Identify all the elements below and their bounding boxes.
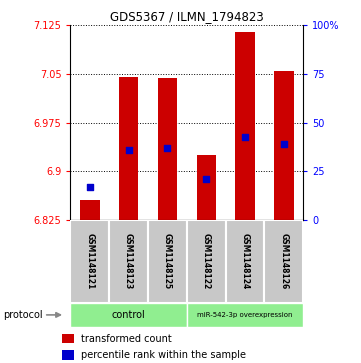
Point (281, 141, 287, 147)
Text: GSM1148123: GSM1148123 (124, 233, 133, 289)
Point (242, 135, 248, 140)
Text: GSM1148124: GSM1148124 (240, 233, 249, 289)
Bar (187, 303, 303, 327)
Title: GDS5367 / ILMN_1794823: GDS5367 / ILMN_1794823 (110, 10, 264, 23)
Bar (196, 155, 216, 220)
Bar (226, 220, 264, 303)
Bar (70, 303, 187, 327)
Text: control: control (112, 310, 145, 320)
Bar (158, 78, 177, 220)
Point (203, 176, 209, 182)
Text: GSM1148125: GSM1148125 (163, 233, 172, 289)
Point (165, 146, 170, 151)
Bar (70, 220, 109, 303)
Bar (119, 77, 138, 220)
Bar (62, 350, 74, 359)
Point (87, 184, 93, 189)
Text: transformed count: transformed count (82, 334, 172, 343)
Bar (109, 220, 148, 303)
Bar (235, 32, 255, 220)
Bar (62, 334, 74, 343)
Text: GSM1148126: GSM1148126 (279, 233, 288, 289)
Text: percentile rank within the sample: percentile rank within the sample (82, 350, 247, 360)
Bar (264, 220, 303, 303)
Bar (148, 220, 187, 303)
Point (126, 147, 131, 152)
Bar (187, 220, 226, 303)
Text: GSM1148122: GSM1148122 (202, 233, 211, 289)
Text: GSM1148121: GSM1148121 (85, 233, 94, 289)
Bar (274, 71, 293, 220)
Bar (80, 200, 100, 220)
Text: protocol: protocol (4, 310, 43, 320)
Text: miR-542-3p overexpression: miR-542-3p overexpression (197, 312, 293, 318)
